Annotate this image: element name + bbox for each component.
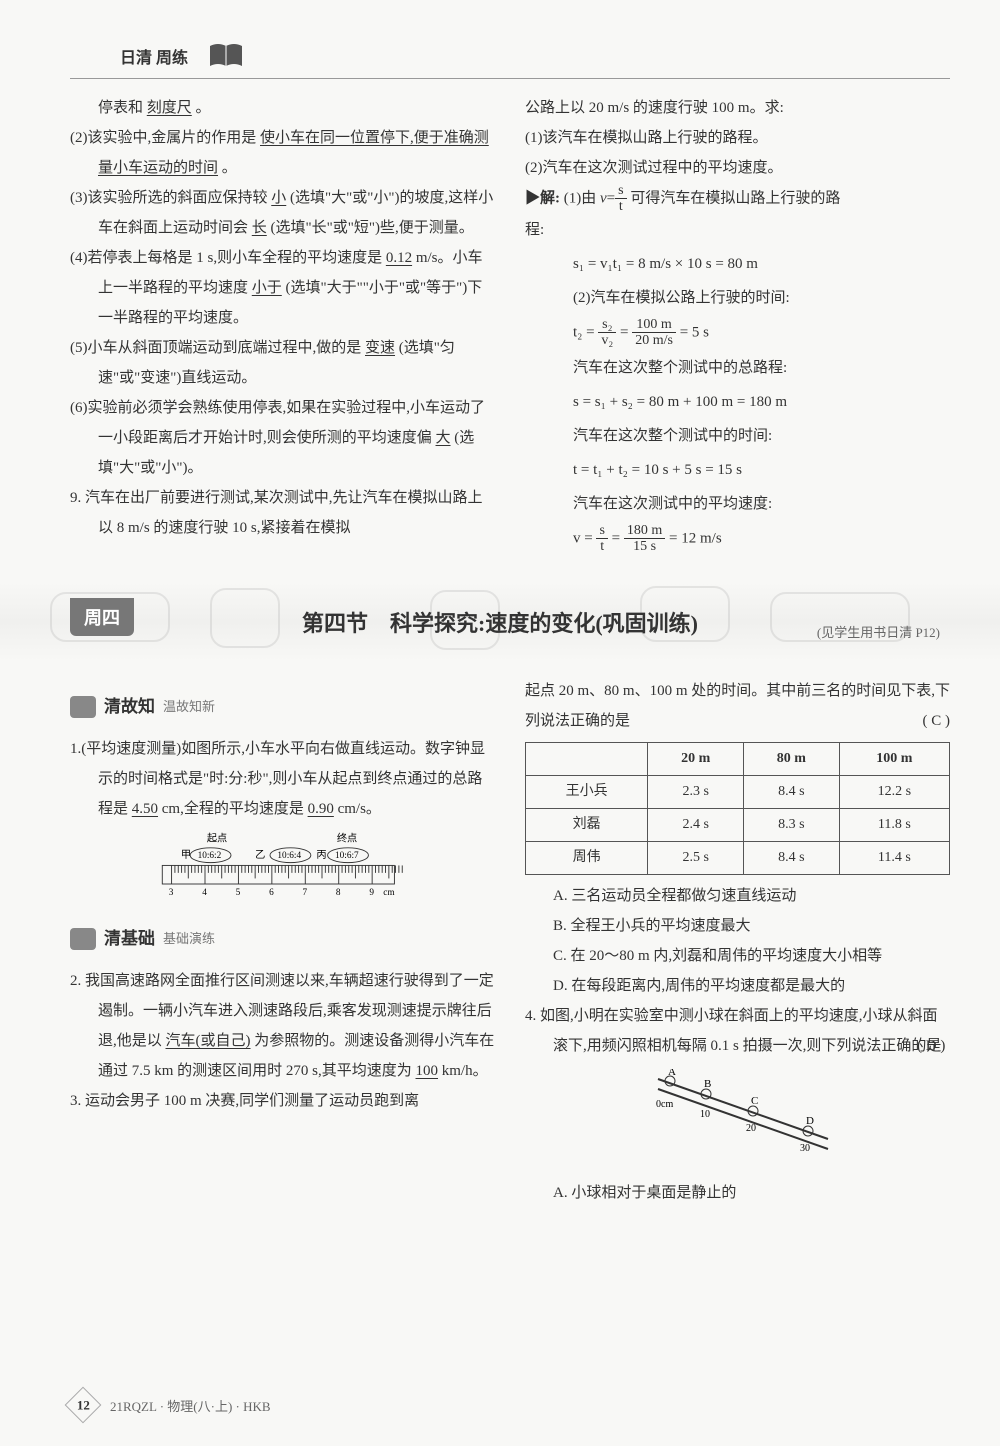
label-start: 起点 <box>206 833 226 845</box>
question-2: 2. 我国高速路网全面推行区间测速以来,车辆超速行驶得到了一定遏制。一辆小汽车进… <box>70 966 495 1086</box>
solution-line1: ▶解: (1)由 v=st 可得汽车在模拟山路上行驶的路 <box>525 183 950 215</box>
ruler-diagram: 起点 终点 甲 10:6:2 乙 10:6:4 丙 10:6:7 3 4 5 6 7 8 9… <box>153 832 413 908</box>
opt-d: D. 在每段距离内,周伟的平均速度都是最大的 <box>525 971 950 1001</box>
sol4: 汽车在这次整个测试中的时间: <box>525 421 950 451</box>
opt-a: A. 三名运动员全程都做匀速直线运动 <box>525 881 950 911</box>
solution-line1b: 程: <box>525 215 950 245</box>
label-jia: 甲 <box>180 850 190 861</box>
lblB: B <box>704 1078 711 1090</box>
line-stopwatch: 停表和 刻度尺 。 <box>70 93 495 123</box>
question-9: 9. 汽车在出厂前要进行测试,某次测试中,先让汽车在模拟山路上以 8 m/s 的… <box>70 483 495 543</box>
footer-code: 21RQZL · 物理(八·上) · HKB <box>110 1396 271 1415</box>
col-bottom-right: 起点 20 m、80 m、100 m 处的时间。其中前三名的时间见下表,下列说法… <box>525 676 950 1208</box>
sol5: 汽车在这次测试中的平均速度: <box>525 489 950 519</box>
svg-text:3: 3 <box>168 888 173 897</box>
question-3: 3. 运动会男子 100 m 决赛,同学们测量了运动员跑到离 <box>70 1086 495 1116</box>
lblA: A <box>668 1069 676 1078</box>
eq5: v = st = 180 m15 s = 12 m/s <box>525 523 950 555</box>
table-row: 王小兵2.3 s8.4 s12.2 s <box>526 776 950 809</box>
q9-cont-1: 公路上以 20 m/s 的速度行驶 100 m。求: <box>525 93 950 123</box>
table-row: 刘磊2.4 s8.3 s11.8 s <box>526 809 950 842</box>
item-4: (4)若停表上每格是 1 s,则小车全程的平均速度是 0.12 m/s。小车上一… <box>70 243 495 333</box>
eq2: t₂ = s₂v₂ = 100 m20 m/s = 5 s <box>525 317 950 349</box>
runner-table: 20 m 80 m 100 m 王小兵2.3 s8.4 s12.2 s 刘磊2.… <box>525 742 950 875</box>
eq3: s = s₁ + s₂ = 80 m + 100 m = 180 m <box>525 387 950 417</box>
svg-text:5: 5 <box>235 888 240 897</box>
lblC: C <box>751 1095 758 1107</box>
lbl30: 30 <box>800 1143 810 1154</box>
q4-opt-a: A. 小球相对于桌面是静止的 <box>525 1178 950 1208</box>
label-bing: 丙 <box>316 850 326 861</box>
arrow-icon <box>70 696 96 718</box>
lblD: D <box>806 1115 814 1127</box>
svg-text:7: 7 <box>302 888 307 897</box>
opt-c: C. 在 20～80 m 内,刘磊和周伟的平均速度大小相等 <box>525 941 950 971</box>
item-5: (5)小车从斜面顶端运动到底端过程中,做的是 变速 (选填"匀速"或"变速")直… <box>70 333 495 393</box>
svg-text:6: 6 <box>269 888 274 897</box>
lbl10: 10 <box>700 1109 710 1120</box>
subheading-guzhi: 清故知 温故知新 <box>70 690 495 724</box>
subheading-jichu: 清基础 基础演练 <box>70 922 495 956</box>
slope-diagram: A B C D 0cm 10 20 30 <box>628 1069 848 1170</box>
time2: 10:6:4 <box>277 851 301 861</box>
label-end: 终点 <box>336 832 356 844</box>
item-2: (2)该实验中,金属片的作用是 使小车在同一位置停下,便于准确测量小车运动的时间… <box>70 123 495 183</box>
question-4: 4. 如图,小明在实验室中测小球在斜面上的平均速度,小球从斜面滚下,用频闪照相机… <box>525 1001 950 1061</box>
col-bottom-left: 清故知 温故知新 1.(平均速度测量)如图所示,小车水平向右做直线运动。数字钟显… <box>70 676 495 1208</box>
section-divider: 周四 第四节 科学探究:速度的变化(巩固训练) (见学生用书日清 P12) <box>0 582 1000 662</box>
svg-text:4: 4 <box>202 888 207 897</box>
label-yi: 乙 <box>255 849 265 861</box>
top-columns: 停表和 刻度尺 。 (2)该实验中,金属片的作用是 使小车在同一位置停下,便于准… <box>70 93 950 558</box>
col-left: 停表和 刻度尺 。 (2)该实验中,金属片的作用是 使小车在同一位置停下,便于准… <box>70 93 495 558</box>
question-1: 1.(平均速度测量)如图所示,小车水平向右做直线运动。数字钟显示的时间格式是"时… <box>70 734 495 824</box>
sol2: (2)汽车在模拟公路上行驶的时间: <box>525 283 950 313</box>
item-6: (6)实验前必须学会熟练使用停表,如果在实验过程中,小车运动了一小段距离后才开始… <box>70 393 495 483</box>
page-number-badge: 12 <box>65 1387 102 1424</box>
q3-cont: 起点 20 m、80 m、100 m 处的时间。其中前三名的时间见下表,下列说法… <box>525 676 950 736</box>
eq4: t = t₁ + t₂ = 10 s + 5 s = 15 s <box>525 455 950 485</box>
table-row: 周伟2.5 s8.4 s11.4 s <box>526 842 950 875</box>
time3: 10:6:7 <box>335 851 359 861</box>
page-footer: 12 21RQZL · 物理(八·上) · HKB <box>70 1392 271 1418</box>
page-header: 日清 周练 <box>70 40 950 79</box>
q9-sub1: (1)该汽车在模拟山路上行驶的路程。 <box>525 123 950 153</box>
section-note: (见学生用书日清 P12) <box>817 622 940 641</box>
svg-text:8: 8 <box>335 888 340 897</box>
lbl0: 0cm <box>656 1099 673 1110</box>
col-right: 公路上以 20 m/s 的速度行驶 100 m。求: (1)该汽车在模拟山路上行… <box>525 93 950 558</box>
section-title: 第四节 科学探究:速度的变化(巩固训练) <box>302 606 698 638</box>
bottom-columns: 清故知 温故知新 1.(平均速度测量)如图所示,小车水平向右做直线运动。数字钟显… <box>70 676 950 1208</box>
lbl20: 20 <box>746 1123 756 1134</box>
ruler-unit: cm <box>383 888 395 897</box>
book-icon <box>206 40 246 72</box>
sol3: 汽车在这次整个测试中的总路程: <box>525 353 950 383</box>
chart-icon <box>70 928 96 950</box>
svg-text:9: 9 <box>369 888 374 897</box>
q9-sub2: (2)汽车在这次测试过程中的平均速度。 <box>525 153 950 183</box>
day-badge: 周四 <box>70 598 134 636</box>
eq1: s₁ = v₁t₁ = 8 m/s × 10 s = 80 m <box>525 249 950 279</box>
table-header-row: 20 m 80 m 100 m <box>526 743 950 776</box>
item-3: (3)该实验所选的斜面应保持较 小 (选填"大"或"小")的坡度,这样小车在斜面… <box>70 183 495 243</box>
time1: 10:6:2 <box>197 851 221 861</box>
opt-b: B. 全程王小兵的平均速度最大 <box>525 911 950 941</box>
header-title: 日清 周练 <box>120 44 188 68</box>
